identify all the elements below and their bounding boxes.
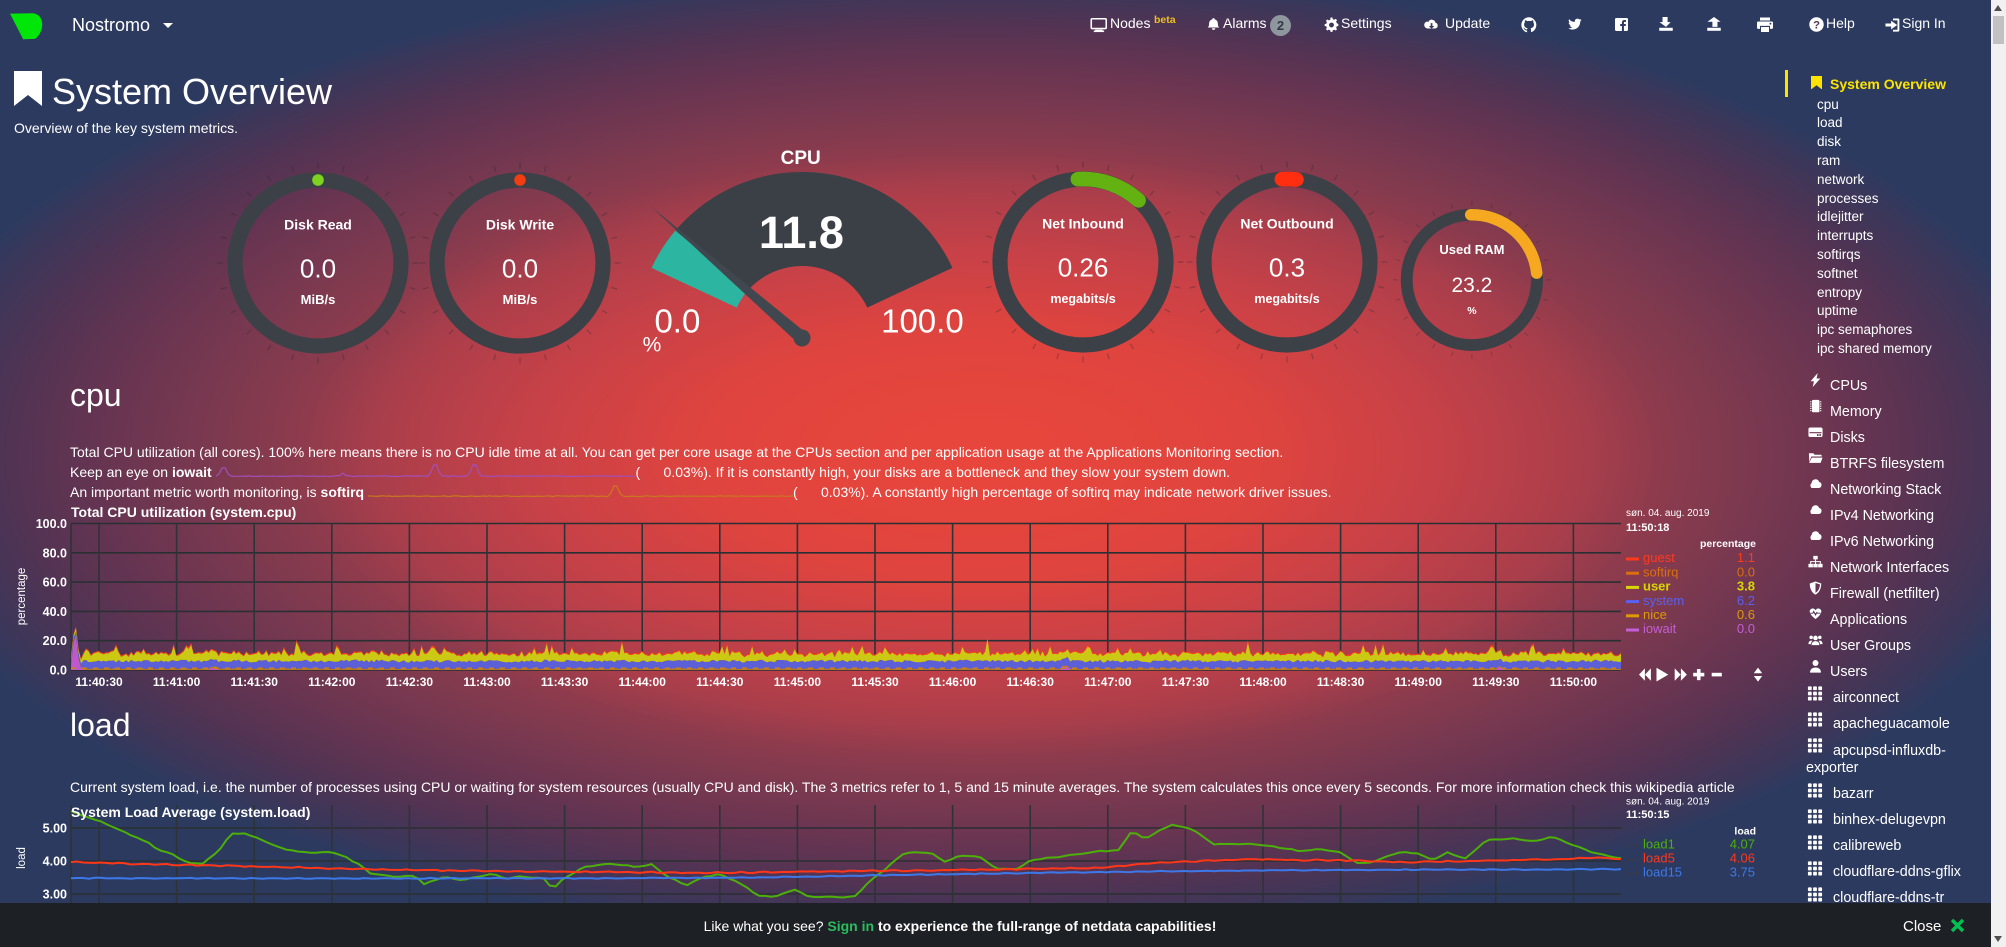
svg-text:4.00: 4.00 <box>43 855 67 869</box>
svg-text:3.00: 3.00 <box>43 888 67 902</box>
svg-text:system: system <box>1643 593 1684 608</box>
svg-text:Used RAM: Used RAM <box>1439 242 1504 257</box>
svg-text:load: load <box>1734 826 1756 838</box>
svg-text:3.8: 3.8 <box>1737 579 1755 594</box>
svg-text:11:50:15: 11:50:15 <box>1626 809 1669 821</box>
svg-text:11:44:00: 11:44:00 <box>619 675 667 689</box>
svg-text:5.00: 5.00 <box>43 822 67 836</box>
svg-text:%: % <box>643 334 662 357</box>
svg-text:søn. 04. aug. 2019: søn. 04. aug. 2019 <box>1626 797 1710 808</box>
svg-text:11:49:00: 11:49:00 <box>1395 675 1443 689</box>
svg-text:megabits/s: megabits/s <box>1254 292 1319 306</box>
svg-text:Total CPU utilization (system.: Total CPU utilization (system.cpu) <box>71 505 296 520</box>
svg-text:0.3: 0.3 <box>1268 253 1304 283</box>
svg-text:søn. 04. aug. 2019: søn. 04. aug. 2019 <box>1626 508 1710 519</box>
svg-text:load: load <box>16 847 28 869</box>
svg-text:40.0: 40.0 <box>43 605 67 619</box>
svg-text:1.1: 1.1 <box>1737 550 1755 565</box>
svg-text:percentage: percentage <box>16 568 28 626</box>
svg-text:100.0: 100.0 <box>881 303 964 340</box>
svg-text:11:48:30: 11:48:30 <box>1317 675 1365 689</box>
svg-text:11:50:00: 11:50:00 <box>1550 675 1598 689</box>
svg-text:?: ? <box>1813 19 1820 31</box>
svg-text:load15: load15 <box>1643 865 1682 880</box>
svg-text:percentage: percentage <box>1700 538 1756 550</box>
svg-text:load5: load5 <box>1643 851 1675 866</box>
svg-text:60.0: 60.0 <box>43 576 67 590</box>
svg-text:11:45:30: 11:45:30 <box>851 675 899 689</box>
svg-text:CPU: CPU <box>781 148 821 169</box>
svg-text:softirq: softirq <box>1643 564 1678 579</box>
svg-text:Disk Read: Disk Read <box>284 217 352 233</box>
svg-text:11:40:30: 11:40:30 <box>75 675 123 689</box>
svg-text:Net Outbound: Net Outbound <box>1240 216 1333 232</box>
svg-text:4.06: 4.06 <box>1730 851 1755 866</box>
svg-text:11:43:00: 11:43:00 <box>463 675 511 689</box>
svg-text:load1: load1 <box>1643 837 1675 852</box>
svg-text:6.2: 6.2 <box>1737 593 1755 608</box>
svg-text:80.0: 80.0 <box>43 546 67 560</box>
svg-text:Disk Write: Disk Write <box>486 217 554 233</box>
svg-text:11:44:30: 11:44:30 <box>696 675 744 689</box>
svg-text:0.0: 0.0 <box>502 254 538 284</box>
svg-text:0.0: 0.0 <box>299 254 335 284</box>
svg-text:11:41:30: 11:41:30 <box>231 675 279 689</box>
svg-text:11:47:30: 11:47:30 <box>1162 675 1210 689</box>
svg-text:20.0: 20.0 <box>43 634 67 648</box>
svg-text:11:41:00: 11:41:00 <box>153 675 201 689</box>
svg-text:23.2: 23.2 <box>1451 274 1492 297</box>
svg-text:11:46:30: 11:46:30 <box>1007 675 1055 689</box>
svg-text:11:50:18: 11:50:18 <box>1626 522 1669 534</box>
svg-text:MiB/s: MiB/s <box>503 292 538 307</box>
svg-text:11:46:00: 11:46:00 <box>929 675 977 689</box>
svg-text:0.0: 0.0 <box>50 664 67 678</box>
svg-text:0.0: 0.0 <box>654 303 700 340</box>
svg-text:nice: nice <box>1643 607 1667 622</box>
svg-text:0.6: 0.6 <box>1737 607 1755 622</box>
svg-text:11:42:30: 11:42:30 <box>386 675 434 689</box>
svg-text:11:48:00: 11:48:00 <box>1239 675 1287 689</box>
svg-text:4.07: 4.07 <box>1730 837 1755 852</box>
svg-text:guest: guest <box>1643 550 1675 565</box>
svg-text:11:43:30: 11:43:30 <box>541 675 589 689</box>
svg-text:iowait: iowait <box>1643 621 1677 636</box>
svg-text:Net Inbound: Net Inbound <box>1042 216 1124 232</box>
svg-text:11.8: 11.8 <box>759 207 844 258</box>
svg-text:11:45:00: 11:45:00 <box>774 675 822 689</box>
svg-text:11:47:00: 11:47:00 <box>1084 675 1132 689</box>
svg-text:11:42:00: 11:42:00 <box>308 675 356 689</box>
svg-text:user: user <box>1643 579 1670 594</box>
svg-text:%: % <box>1467 305 1477 317</box>
svg-text:0.0: 0.0 <box>1737 564 1755 579</box>
svg-text:0.0: 0.0 <box>1737 621 1755 636</box>
svg-text:3.75: 3.75 <box>1730 865 1755 880</box>
svg-text:0.26: 0.26 <box>1058 253 1109 283</box>
svg-text:11:49:30: 11:49:30 <box>1472 675 1520 689</box>
svg-text:megabits/s: megabits/s <box>1050 292 1115 306</box>
svg-text:MiB/s: MiB/s <box>300 292 335 307</box>
svg-text:100.0: 100.0 <box>36 517 67 531</box>
svg-text:System Load Average (system.lo: System Load Average (system.load) <box>71 804 310 820</box>
